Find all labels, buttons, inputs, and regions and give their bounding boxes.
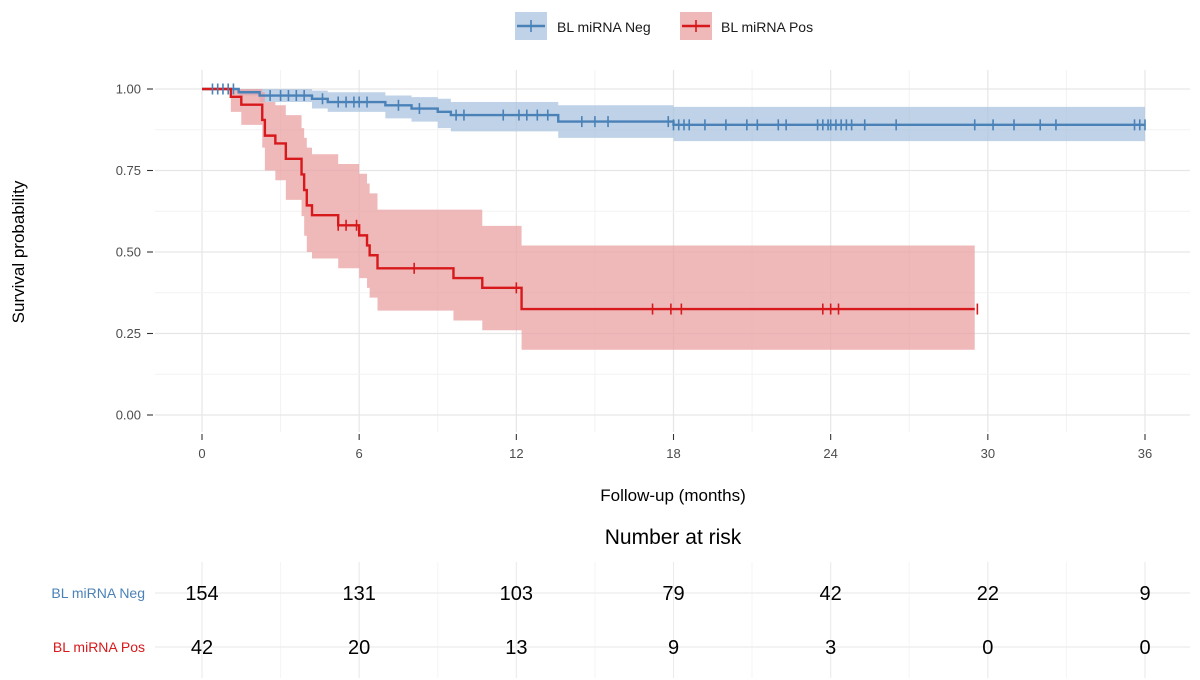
- y-axis-title: Survival probability: [9, 180, 28, 323]
- x-tick-label: 12: [509, 446, 523, 461]
- risk-count: 0: [982, 637, 993, 659]
- risk-table-title: Number at risk: [605, 526, 742, 549]
- legend-label: BL miRNA Pos: [721, 19, 813, 35]
- risk-count: 42: [820, 583, 842, 605]
- risk-table-grid: [155, 562, 1190, 678]
- risk-count: 154: [185, 583, 218, 605]
- x-tick-label: 0: [198, 446, 205, 461]
- risk-count: 9: [1139, 583, 1150, 605]
- x-tick-label: 18: [666, 446, 680, 461]
- legend-label: BL miRNA Neg: [557, 19, 651, 35]
- risk-row-label: BL miRNA Neg: [51, 585, 145, 601]
- ci-band-pos: [202, 89, 975, 350]
- censor-marks: [211, 83, 1146, 315]
- y-tick-label: 0.50: [116, 245, 141, 260]
- ci-band-neg: [202, 89, 1145, 142]
- x-tick-label: 30: [981, 446, 995, 461]
- risk-count: 22: [977, 583, 999, 605]
- risk-table: BL miRNA Neg 154 131 103 79 42 22 9 BL miRNA Pos…: [51, 583, 1150, 659]
- risk-count: 13: [505, 637, 527, 659]
- risk-count: 103: [500, 583, 533, 605]
- x-tick-label: 6: [356, 446, 363, 461]
- risk-count: 3: [825, 637, 836, 659]
- x-tick-label: 24: [823, 446, 837, 461]
- risk-count: 0: [1139, 637, 1150, 659]
- y-axis-ticks: 0.00 0.25 0.50 0.75 1.00: [116, 82, 153, 423]
- y-tick-label: 1.00: [116, 82, 141, 97]
- x-axis-ticks: 0 6 12 18 24 30 36: [198, 434, 1152, 461]
- risk-count: 79: [662, 583, 684, 605]
- risk-count: 42: [191, 637, 213, 659]
- y-tick-label: 0.25: [116, 326, 141, 341]
- survival-curve-pos: [202, 87, 975, 311]
- risk-row-label: BL miRNA Pos: [53, 639, 145, 655]
- risk-count: 20: [348, 637, 370, 659]
- y-tick-label: 0.75: [116, 163, 141, 178]
- legend: BL miRNA Neg BL miRNA Pos: [515, 12, 813, 40]
- risk-count: 9: [668, 637, 679, 659]
- y-tick-label: 0.00: [116, 408, 141, 423]
- risk-count: 131: [342, 583, 375, 605]
- confidence-bands: [202, 89, 1145, 350]
- x-tick-label: 36: [1138, 446, 1152, 461]
- x-axis-title: Follow-up (months): [600, 486, 746, 505]
